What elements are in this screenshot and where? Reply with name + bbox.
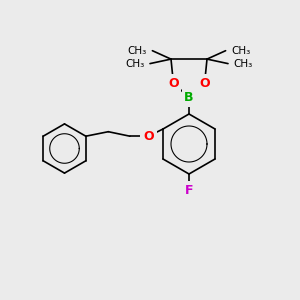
- Text: F: F: [185, 184, 193, 197]
- Text: O: O: [143, 130, 154, 143]
- Text: CH₃: CH₃: [233, 58, 253, 69]
- Text: B: B: [184, 91, 194, 104]
- Text: CH₃: CH₃: [128, 46, 147, 56]
- Text: O: O: [199, 76, 210, 90]
- Text: O: O: [168, 76, 179, 90]
- Text: CH₃: CH₃: [231, 46, 250, 56]
- Text: CH₃: CH₃: [125, 58, 145, 69]
